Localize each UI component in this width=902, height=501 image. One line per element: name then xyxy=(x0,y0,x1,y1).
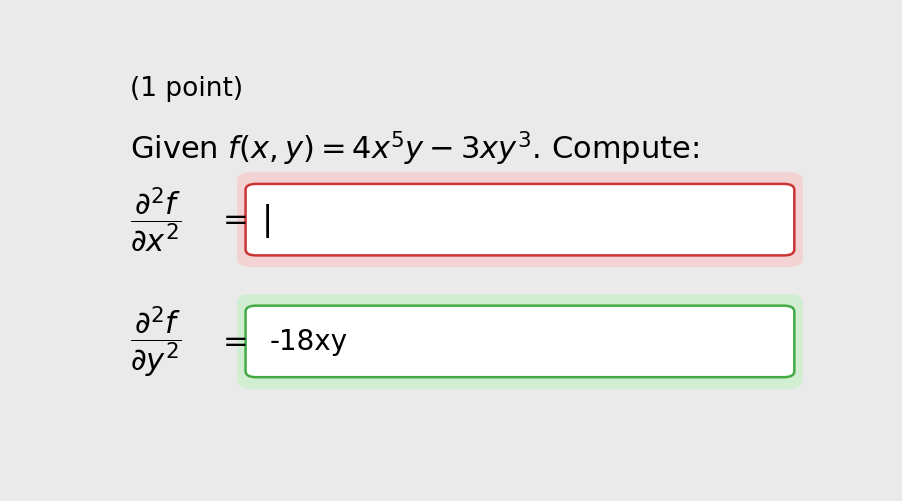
Text: Given $f(x, y) = 4x^5y - 3xy^3$. Compute:: Given $f(x, y) = 4x^5y - 3xy^3$. Compute… xyxy=(130,130,699,168)
Text: -18xy: -18xy xyxy=(270,328,348,356)
Text: =: = xyxy=(222,327,248,356)
Text: |: | xyxy=(262,203,273,237)
Text: (1 point): (1 point) xyxy=(130,76,244,102)
FancyBboxPatch shape xyxy=(245,306,795,377)
FancyBboxPatch shape xyxy=(237,173,803,268)
Text: $\dfrac{\partial^2 f}{\partial x^2}$: $\dfrac{\partial^2 f}{\partial x^2}$ xyxy=(130,185,182,255)
FancyBboxPatch shape xyxy=(237,295,803,389)
Text: =: = xyxy=(222,206,248,234)
Text: $\dfrac{\partial^2 f}{\partial y^2}$: $\dfrac{\partial^2 f}{\partial y^2}$ xyxy=(130,304,182,379)
FancyBboxPatch shape xyxy=(245,184,795,256)
